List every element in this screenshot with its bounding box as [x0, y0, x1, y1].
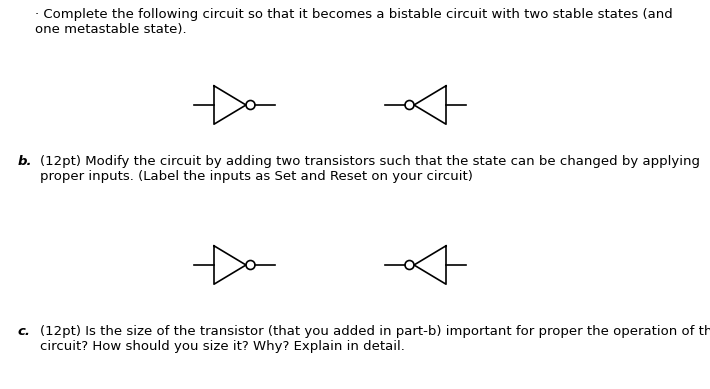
Text: · Complete the following circuit so that it becomes a bistable circuit with two : · Complete the following circuit so that… — [35, 8, 673, 21]
Text: c.: c. — [18, 325, 31, 338]
Text: b.: b. — [18, 155, 33, 168]
Text: one metastable state).: one metastable state). — [35, 23, 187, 36]
Text: (12pt) Modify the circuit by adding two transistors such that the state can be c: (12pt) Modify the circuit by adding two … — [40, 155, 700, 168]
Text: circuit? How should you size it? Why? Explain in detail.: circuit? How should you size it? Why? Ex… — [40, 340, 405, 353]
Text: proper inputs. (Label the inputs as Set and Reset on your circuit): proper inputs. (Label the inputs as Set … — [40, 170, 473, 183]
Text: (12pt) Is the size of the transistor (that you added in part-b) important for pr: (12pt) Is the size of the transistor (th… — [40, 325, 710, 338]
